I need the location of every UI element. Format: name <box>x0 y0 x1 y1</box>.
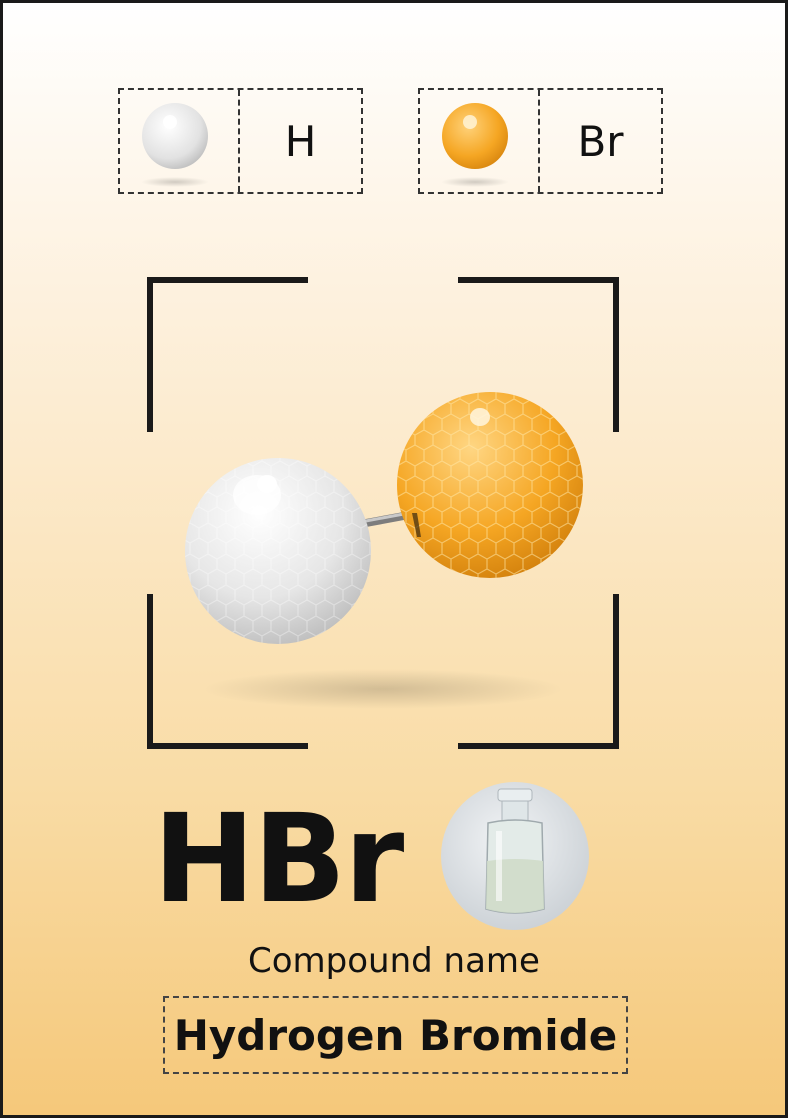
legend-hydrogen: H <box>118 88 363 194</box>
legend-bromine: Br <box>418 88 663 194</box>
frame-brackets <box>147 277 619 749</box>
legend-divider <box>538 90 540 192</box>
legend-symbol-br: Br <box>577 116 624 166</box>
hydrogen-atom-icon <box>140 102 210 188</box>
compound-name-label: Compound name <box>248 941 540 981</box>
legend-symbol-h: H <box>284 116 317 166</box>
compound-name: Hydrogen Bromide <box>163 996 628 1074</box>
sample-bottle-photo <box>440 781 590 931</box>
legend-divider <box>238 90 240 192</box>
hydrogen-atom <box>185 458 421 644</box>
bromine-atom-icon <box>440 102 510 188</box>
chemical-formula: HBr <box>153 788 404 930</box>
molecule-model <box>145 275 621 751</box>
bromine-atom <box>397 392 583 578</box>
molecule-shadow <box>203 669 563 709</box>
